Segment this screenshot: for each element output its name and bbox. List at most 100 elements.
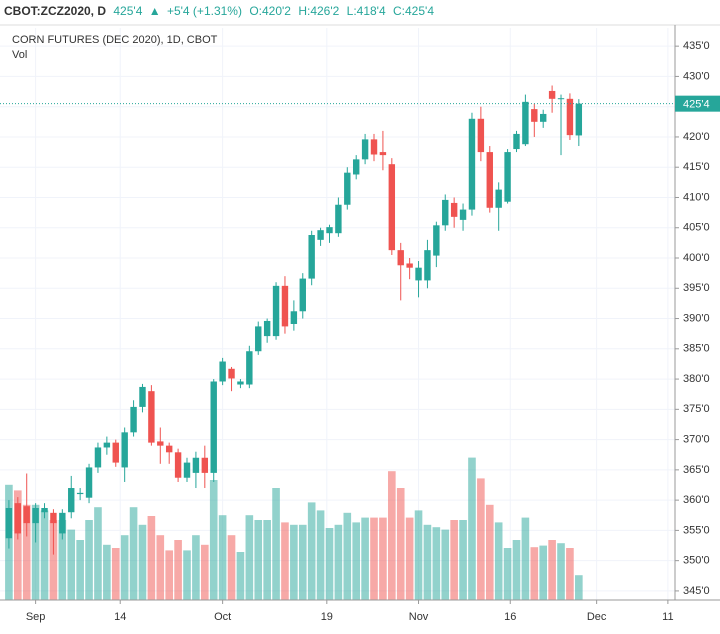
- candle-body: [442, 199, 449, 226]
- candle-body: [486, 152, 493, 208]
- chart-title: CORN FUTURES (DEC 2020), 1D, CBOT: [12, 34, 218, 46]
- volume-bar: [49, 520, 58, 600]
- volume-bar: [512, 540, 521, 600]
- candle-body: [112, 442, 119, 463]
- candle-body: [504, 152, 511, 202]
- y-tick-label: 410'0: [683, 191, 710, 203]
- high: H:426'2: [298, 4, 339, 18]
- candle-body: [32, 507, 39, 524]
- arrow: ▲: [149, 4, 161, 18]
- candle-body: [281, 285, 289, 327]
- candle-body: [361, 139, 369, 160]
- candle-body: [183, 462, 191, 478]
- volume-bar: [76, 540, 84, 600]
- candle-body: [370, 139, 378, 155]
- y-tick-label: 415'0: [683, 161, 710, 173]
- volume-bar: [14, 490, 22, 600]
- close: C:425'4: [393, 4, 434, 18]
- candle-body: [379, 152, 387, 156]
- volume-bar: [58, 520, 67, 600]
- y-tick-label: 360'0: [683, 494, 710, 506]
- y-tick-label: 420'0: [683, 131, 710, 143]
- y-tick-label: 395'0: [683, 282, 710, 294]
- candle-body: [352, 159, 360, 175]
- candle-body: [450, 202, 458, 217]
- volume-bar: [423, 524, 432, 600]
- candle-body: [557, 98, 565, 100]
- volume-bar: [201, 544, 209, 600]
- candle-body: [192, 457, 200, 473]
- candle-body: [14, 503, 22, 534]
- x-tick-label: 19: [321, 611, 333, 623]
- candle-body: [326, 227, 333, 234]
- volume-bar: [450, 520, 458, 600]
- candle-body: [344, 172, 351, 205]
- last-price-tag: [675, 95, 720, 112]
- candle-body: [548, 90, 556, 99]
- volume-bar: [209, 480, 218, 600]
- plot: [0, 28, 675, 600]
- y-tick-label: 380'0: [683, 373, 710, 385]
- candle-body: [522, 101, 529, 145]
- volume-bar: [459, 520, 467, 600]
- volume-bar: [120, 535, 129, 600]
- candle-body: [228, 368, 235, 379]
- volume-bar: [254, 520, 263, 600]
- volume-bar: [405, 517, 414, 600]
- volume-bar: [236, 552, 245, 600]
- y-tick-label: 405'0: [683, 222, 710, 234]
- y-tick-label: 390'0: [683, 312, 710, 324]
- volume-bar: [85, 520, 93, 600]
- volume-bar: [494, 522, 503, 600]
- volume-bar: [343, 512, 352, 600]
- volume-bar: [575, 575, 583, 600]
- volume-bar: [218, 515, 227, 600]
- volume-bar: [174, 540, 182, 600]
- volume-bar: [165, 550, 174, 600]
- candle-body: [5, 507, 13, 539]
- volume-bar: [468, 457, 476, 600]
- y-tick-label: 365'0: [683, 464, 710, 476]
- y-tick-label: 435'0: [683, 40, 710, 52]
- volume-bar: [566, 548, 574, 600]
- candle-body: [246, 351, 253, 385]
- y-tick-label: 345'0: [683, 585, 710, 597]
- candle-body: [566, 98, 574, 136]
- candle-body: [121, 432, 128, 468]
- volume-bar: [477, 478, 485, 600]
- volume-bar: [111, 548, 120, 600]
- candle-body: [201, 457, 209, 473]
- change: +5'4 (+1.31%): [167, 4, 242, 18]
- volume-label: Vol: [12, 49, 27, 61]
- candle-body: [237, 381, 244, 385]
- candle-body: [68, 488, 75, 513]
- candle-body: [210, 381, 217, 473]
- volume-bar: [183, 550, 191, 600]
- volume-bar: [67, 529, 76, 600]
- volume-bar: [557, 543, 565, 600]
- x-tick-label: 14: [114, 611, 126, 623]
- header: CBOT:ZCZ2020, D 425'4 ▲ +5'4 (+1.31%) O:…: [4, 4, 434, 18]
- y-tick-label: 350'0: [683, 555, 710, 567]
- candle-body: [575, 103, 583, 136]
- candle-body: [406, 263, 413, 268]
- candle-body: [41, 507, 48, 513]
- candle-body: [415, 267, 422, 281]
- volume-bar: [334, 524, 343, 600]
- x-tick-label: 16: [504, 611, 516, 623]
- candle-body: [174, 452, 182, 478]
- candle-body: [255, 326, 262, 352]
- volume-bar: [298, 524, 307, 600]
- volume-bar: [352, 522, 361, 600]
- x-tick-label: Oct: [214, 611, 231, 623]
- volume-bar: [521, 517, 530, 600]
- candle-body: [424, 250, 431, 281]
- volume-bar: [31, 504, 40, 600]
- volume-bar: [290, 524, 298, 600]
- volume-bar: [138, 524, 147, 600]
- candle-body: [219, 361, 226, 382]
- x-tick-label: Nov: [409, 611, 429, 623]
- candle-body: [433, 225, 440, 256]
- candle-body: [85, 467, 93, 498]
